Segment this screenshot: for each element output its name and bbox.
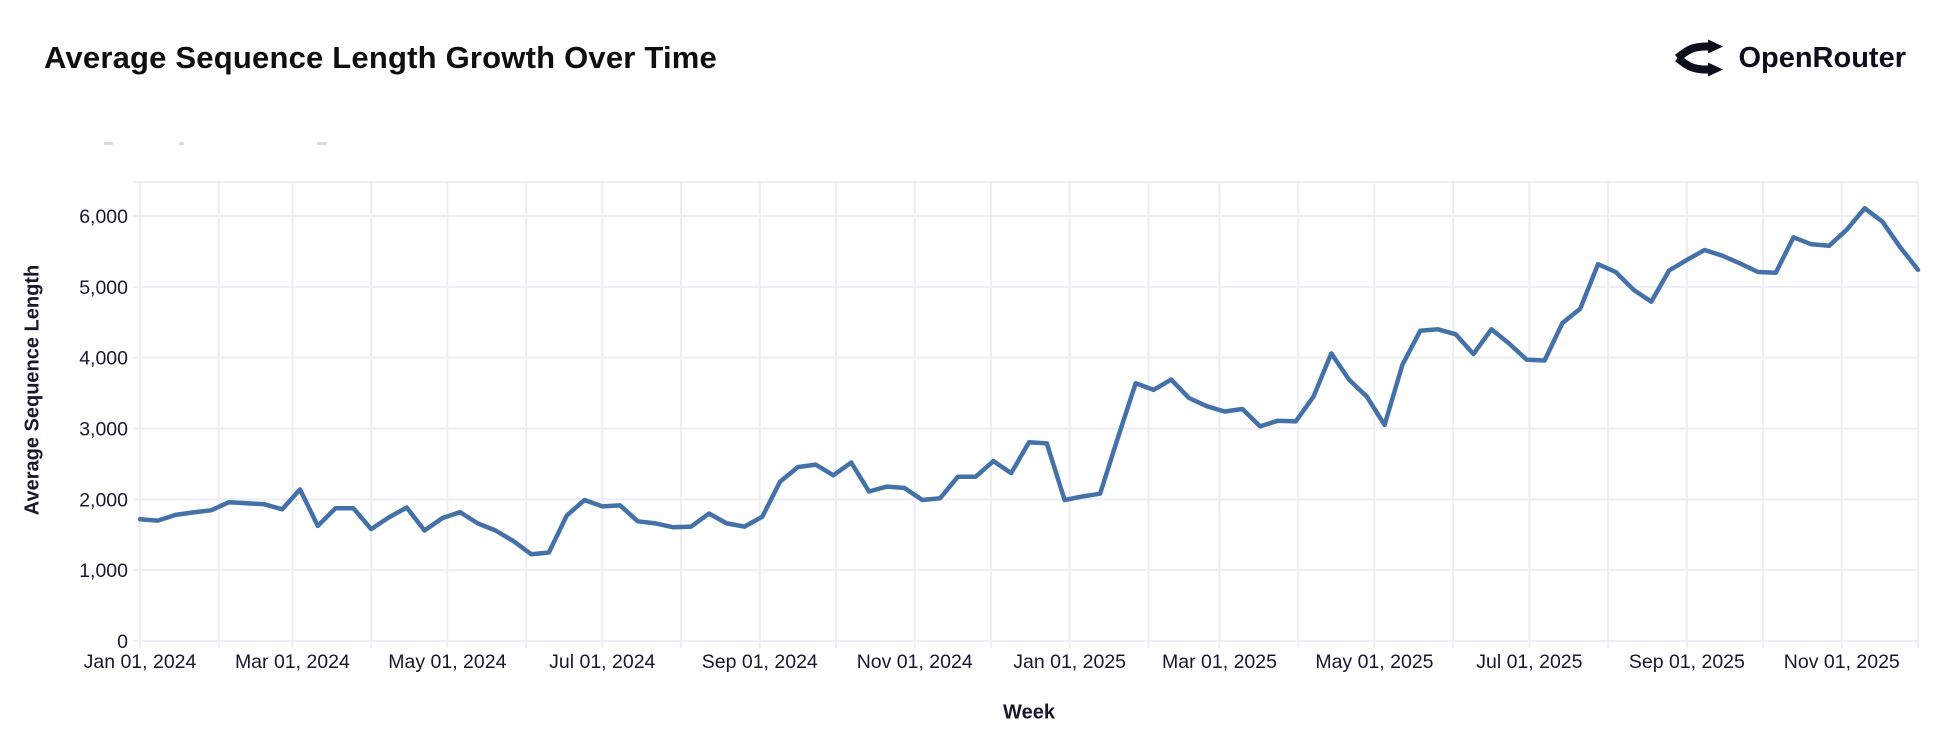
x-tick-label: Mar 01, 2024 [235,651,350,673]
x-tick-label: Jul 01, 2025 [1476,651,1582,673]
brand-name: OpenRouter [1738,41,1906,74]
y-tick-label: 2,000 [79,489,128,511]
x-tick-label: Nov 01, 2024 [857,651,973,673]
y-tick-label: 3,000 [79,419,128,441]
y-tick-label: 4,000 [79,348,128,370]
legend-remnant-mark [317,142,327,145]
x-tick-label: Jan 01, 2025 [1013,651,1126,673]
x-axis-title: Week [1003,701,1055,724]
y-tick-label: 0 [117,631,128,653]
x-tick-label: Mar 01, 2025 [1162,651,1277,673]
openrouter-brand[interactable]: OpenRouter [1675,36,1906,80]
x-tick-label: Jul 01, 2024 [549,651,655,673]
y-tick-label: 1,000 [79,560,128,582]
x-tick-label: Jan 01, 2024 [84,651,197,673]
legend-remnant-mark [179,142,184,145]
series-line[interactable] [137,205,1921,557]
legend-remnant-mark [104,142,113,145]
x-tick-label: Sep 01, 2024 [702,651,818,673]
y-tick-label: 6,000 [79,206,128,228]
x-tick-label: Sep 01, 2025 [1629,651,1745,673]
x-tick-label: Nov 01, 2025 [1784,651,1900,673]
x-tick-label: May 01, 2025 [1315,651,1433,673]
x-tick-label: May 01, 2024 [388,651,506,673]
openrouter-logo-icon [1675,39,1724,77]
page-title: Average Sequence Length Growth Over Time [44,40,717,75]
y-tick-label: 5,000 [79,277,128,299]
